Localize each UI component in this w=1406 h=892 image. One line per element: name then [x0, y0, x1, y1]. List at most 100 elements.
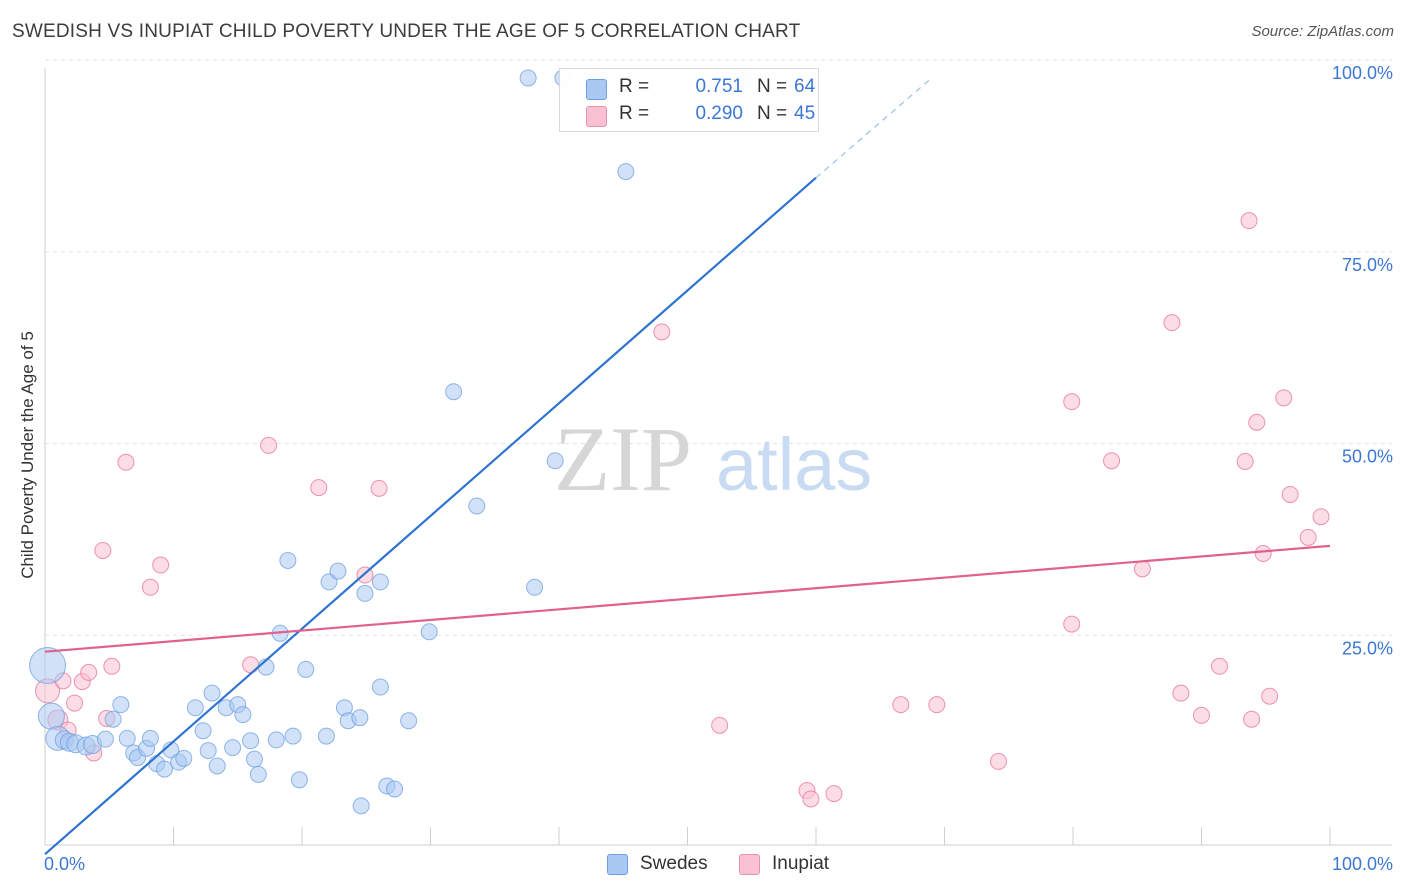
legend-r-label: R = — [619, 76, 650, 97]
swedes-point — [290, 771, 308, 789]
inupiat-point — [1210, 657, 1228, 675]
swedes-point — [245, 750, 263, 768]
swedes-point — [118, 729, 136, 747]
correlation-legend: R = 0.751 N = 64 R = 0.290 N = 45 — [559, 68, 819, 132]
watermark-zip: ZIP — [554, 408, 692, 510]
inupiat-point — [1163, 314, 1181, 332]
swedes-point — [400, 712, 418, 730]
y-axis-label: Child Poverty Under the Age of 5 — [18, 331, 37, 579]
swedes-point — [267, 731, 285, 749]
inupiat-point — [928, 696, 946, 714]
swedes-point — [194, 722, 212, 740]
swedes-point — [29, 647, 67, 685]
inupiat-trend-line — [44, 544, 1331, 653]
y-tick-label: 100.0% — [1332, 63, 1393, 83]
swedes-point — [203, 684, 221, 702]
swedes-point — [445, 383, 463, 401]
swedes-point — [519, 69, 537, 87]
legend-swatch-inupiat — [739, 854, 760, 875]
legend-n-value: 45 — [794, 103, 816, 124]
legend-r-value: 0.751 — [695, 76, 743, 97]
inupiat-point — [94, 541, 112, 559]
inupiat-point — [152, 556, 170, 574]
inupiat-point — [1248, 413, 1266, 431]
swedes-point — [317, 727, 335, 745]
inupiat-point — [260, 436, 278, 454]
swedes-point — [156, 760, 174, 778]
y-tick-label: 75.0% — [1342, 255, 1393, 275]
inupiat-point — [1240, 212, 1258, 230]
inupiat-point — [989, 752, 1007, 770]
inupiat-point — [653, 323, 671, 341]
swedes-point — [208, 757, 226, 775]
legend-label-inupiat: Inupiat — [772, 853, 830, 874]
watermark-atlas: atlas — [716, 423, 872, 506]
swedes-point — [37, 702, 65, 730]
swedes-trend-extension — [815, 77, 933, 179]
inupiat-point — [892, 696, 910, 714]
trend-lines — [44, 77, 1331, 856]
x-tick-label: 0.0% — [44, 854, 85, 874]
inupiat-point — [1275, 389, 1293, 407]
swedes-point — [526, 578, 544, 596]
legend-label-swedes: Swedes — [640, 853, 708, 874]
legend-r-label: R = — [619, 103, 650, 124]
inupiat-point — [310, 479, 328, 497]
swedes-point — [420, 623, 438, 641]
inupiat-point — [1063, 393, 1081, 411]
inupiat-point — [1243, 710, 1261, 728]
swedes-point — [371, 678, 389, 696]
swedes-point — [386, 780, 404, 798]
inupiat-point — [1261, 687, 1279, 705]
swedes-point — [329, 562, 347, 580]
swedes-point — [546, 452, 564, 470]
swedes-point — [141, 729, 159, 747]
inupiat-point — [1063, 615, 1081, 633]
y-tick-label: 50.0% — [1342, 447, 1393, 467]
legend-swatch-inupiat — [586, 106, 607, 127]
inupiat-point — [80, 663, 98, 681]
legend-r-value: 0.290 — [695, 103, 743, 124]
inupiat-point — [1254, 545, 1272, 563]
inupiat-point — [66, 694, 84, 712]
swedes-point — [279, 551, 297, 569]
swedes-point — [249, 765, 267, 783]
swedes-point — [199, 742, 217, 760]
swedes-point — [284, 727, 302, 745]
legend-n-value: 64 — [794, 76, 816, 97]
tick-labels: 25.0% 50.0% 75.0% 100.0% 0.0% 100.0% — [44, 63, 1393, 874]
chart-title: SWEDISH VS INUPIAT CHILD POVERTY UNDER T… — [12, 21, 801, 42]
source-label: Source: ZipAtlas.com — [1251, 23, 1394, 40]
swedes-point — [297, 660, 315, 678]
inupiat-point — [117, 453, 135, 471]
swedes-point — [468, 497, 486, 515]
swedes-point — [242, 732, 260, 750]
swedes-trend-line — [44, 176, 817, 856]
watermark: ZIP atlas — [554, 408, 872, 510]
inupiat-point — [370, 479, 388, 497]
inupiat-point — [1281, 485, 1299, 503]
inupiat-point — [1103, 452, 1121, 470]
grid-lines — [45, 59, 1392, 636]
inupiat-point — [141, 578, 159, 596]
swedes-point — [175, 749, 193, 767]
inupiat-point — [802, 790, 820, 808]
inupiat-point — [1236, 453, 1254, 470]
swedes-point — [352, 797, 370, 815]
swedes-point — [234, 706, 252, 724]
swedes-point — [224, 739, 242, 757]
y-tick-label: 25.0% — [1342, 638, 1393, 658]
inupiat-point — [1193, 706, 1210, 724]
swedes-point — [617, 163, 635, 181]
swedes-point — [356, 584, 374, 602]
swedes-point — [112, 696, 130, 714]
x-tick-label: 100.0% — [1332, 854, 1393, 874]
legend-n-label: N = — [757, 103, 788, 124]
swedes-point — [351, 709, 369, 727]
inupiat-point — [103, 657, 121, 675]
swedes-point — [186, 699, 204, 717]
swedes-point — [96, 730, 114, 748]
inupiat-point — [1299, 528, 1317, 546]
legend-swatch-swedes — [586, 79, 607, 100]
